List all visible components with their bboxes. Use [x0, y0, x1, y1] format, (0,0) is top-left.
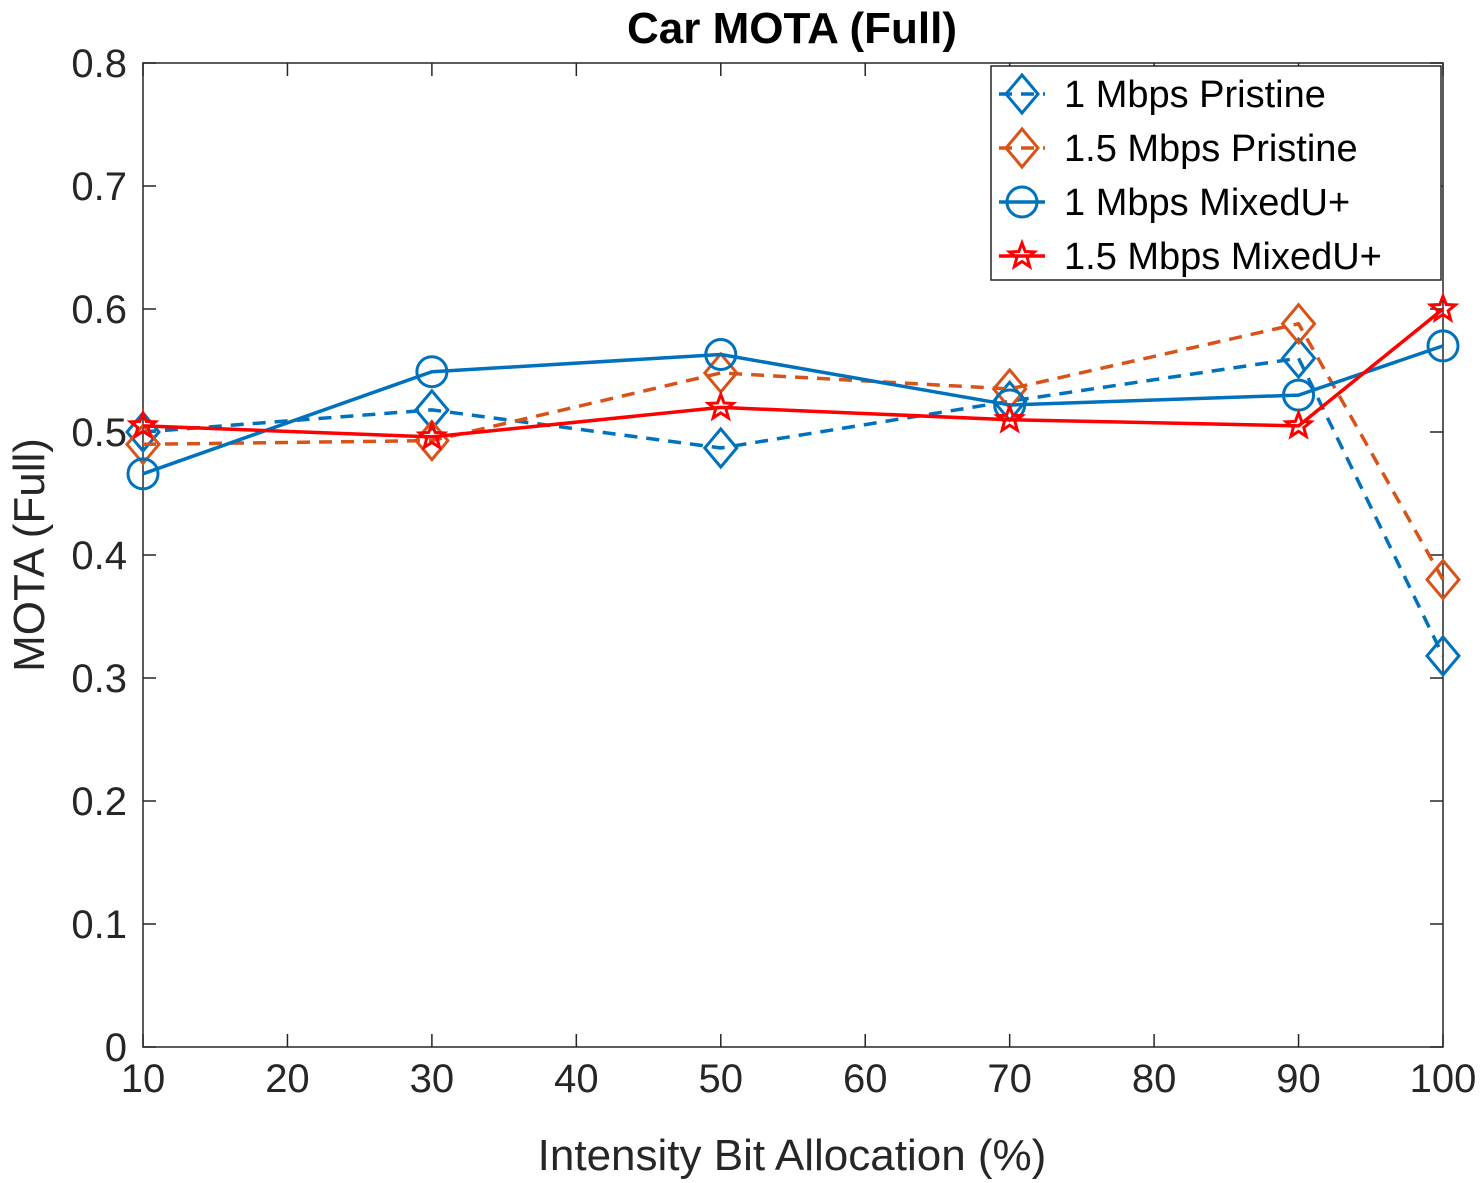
x-tick-label: 100: [1410, 1057, 1477, 1101]
series-3: [126, 329, 1460, 491]
series-line: [142, 307, 1445, 439]
y-tick-label: 0.7: [71, 165, 127, 209]
data-point-marker: [1280, 302, 1317, 346]
x-tick-label: 20: [265, 1057, 310, 1101]
data-point-marker: [993, 402, 1027, 434]
data-point-marker: [1282, 408, 1315, 440]
data-point-marker: [126, 457, 160, 491]
legend-entry: 1 Mbps Pristine: [999, 72, 1326, 116]
chart-title: Car MOTA (Full): [627, 4, 957, 53]
legend-label: 1.5 Mbps MixedU+: [1064, 236, 1382, 278]
y-tick-label: 0.2: [71, 780, 127, 824]
x-tick-label: 40: [554, 1057, 599, 1101]
x-tick-label: 70: [987, 1057, 1032, 1101]
data-point-marker: [1426, 291, 1460, 323]
x-tick-label: 80: [1132, 1057, 1177, 1101]
data-point-marker: [413, 388, 450, 432]
data-point-marker: [702, 426, 739, 470]
y-tick-label: 0.5: [71, 411, 127, 455]
x-tick-label: 90: [1276, 1057, 1321, 1101]
x-tick-label: 50: [699, 1057, 744, 1101]
legend-label: 1 Mbps Pristine: [1064, 74, 1326, 116]
data-point-marker: [704, 338, 738, 372]
legend-marker: [1005, 238, 1039, 270]
legend-entry: 1.5 Mbps Pristine: [999, 126, 1358, 170]
series-layer: [125, 291, 1461, 678]
x-tick-label: 30: [410, 1057, 455, 1101]
y-tick-label: 0: [105, 1026, 127, 1070]
y-tick-label: 0.1: [71, 903, 127, 947]
legend-marker: [1005, 185, 1039, 219]
legend-box: [990, 65, 1442, 281]
data-point-marker: [415, 355, 449, 389]
legend-entry: 1 Mbps MixedU+: [999, 182, 1350, 224]
legend-entry: 1.5 Mbps MixedU+: [999, 236, 1382, 278]
legend-marker: [1004, 72, 1040, 116]
data-point-marker: [1280, 336, 1317, 380]
data-point-marker: [126, 408, 160, 440]
x-axis-label: Intensity Bit Allocation (%): [538, 1131, 1047, 1180]
legend: 1 Mbps Pristine 1.5 Mbps Pristine 1 Mbps M…: [990, 65, 1442, 281]
y-tick-label: 0.4: [71, 534, 127, 578]
x-axis-ticks: 10 20 30 40 50 60 70 80 90 100: [121, 63, 1477, 1101]
y-axis-label: MOTA (Full): [5, 438, 54, 672]
data-point-marker: [415, 419, 449, 451]
y-axis-ticks: 0 0.1 0.2 0.3 0.4 0.5 0.6 0.7 0.8: [71, 42, 1443, 1070]
data-point-marker: [1425, 558, 1461, 601]
legend-label: 1 Mbps MixedU+: [1064, 182, 1350, 224]
series-4: [126, 291, 1460, 451]
legend-marker: [1004, 126, 1040, 170]
y-tick-label: 0.3: [71, 657, 127, 701]
data-point-marker: [1426, 329, 1460, 363]
x-tick-label: 60: [843, 1057, 888, 1101]
y-tick-label: 0.6: [71, 288, 127, 332]
y-tick-label: 0.8: [71, 42, 127, 86]
legend-label: 1.5 Mbps Pristine: [1064, 128, 1358, 170]
x-tick-label: 10: [121, 1057, 166, 1101]
data-point-marker: [125, 422, 161, 466]
series-line: [142, 344, 1444, 476]
data-point-marker: [1425, 634, 1461, 678]
data-point-marker: [704, 390, 738, 422]
